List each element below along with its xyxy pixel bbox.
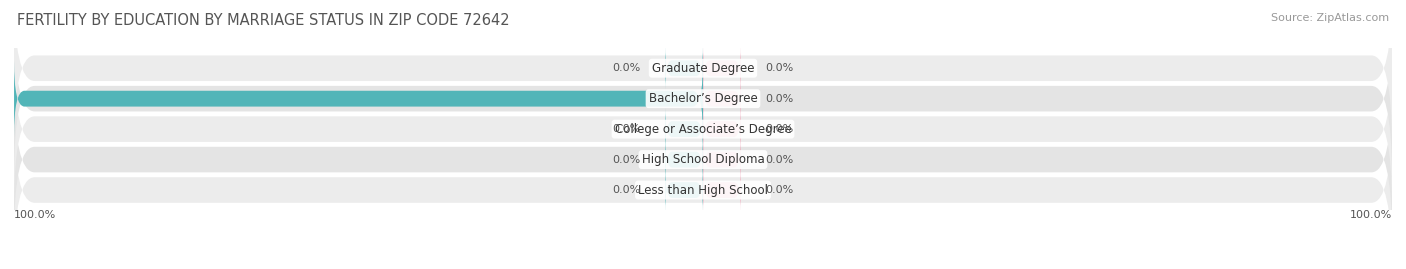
FancyBboxPatch shape — [703, 168, 741, 213]
FancyBboxPatch shape — [703, 46, 741, 91]
Text: College or Associate’s Degree: College or Associate’s Degree — [614, 123, 792, 136]
FancyBboxPatch shape — [665, 168, 703, 213]
FancyBboxPatch shape — [665, 46, 703, 91]
Text: Bachelor’s Degree: Bachelor’s Degree — [648, 92, 758, 105]
FancyBboxPatch shape — [703, 76, 741, 121]
FancyBboxPatch shape — [14, 111, 1392, 268]
FancyBboxPatch shape — [14, 0, 1392, 147]
FancyBboxPatch shape — [703, 137, 741, 182]
Text: 0.0%: 0.0% — [613, 185, 641, 195]
Text: 100.0%: 100.0% — [14, 210, 56, 220]
Text: 0.0%: 0.0% — [613, 124, 641, 134]
Text: FERTILITY BY EDUCATION BY MARRIAGE STATUS IN ZIP CODE 72642: FERTILITY BY EDUCATION BY MARRIAGE STATU… — [17, 13, 509, 29]
FancyBboxPatch shape — [14, 20, 1392, 177]
Text: 0.0%: 0.0% — [613, 155, 641, 165]
Text: 0.0%: 0.0% — [765, 185, 793, 195]
FancyBboxPatch shape — [14, 51, 1392, 208]
Text: 0.0%: 0.0% — [765, 155, 793, 165]
FancyBboxPatch shape — [703, 107, 741, 152]
FancyBboxPatch shape — [14, 81, 1392, 238]
Text: 0.0%: 0.0% — [765, 63, 793, 73]
Text: 0.0%: 0.0% — [765, 124, 793, 134]
Text: 100.0%: 100.0% — [1350, 210, 1392, 220]
Text: 0.0%: 0.0% — [765, 94, 793, 104]
Text: High School Diploma: High School Diploma — [641, 153, 765, 166]
Text: Less than High School: Less than High School — [638, 183, 768, 197]
Text: Source: ZipAtlas.com: Source: ZipAtlas.com — [1271, 13, 1389, 23]
FancyBboxPatch shape — [665, 107, 703, 152]
FancyBboxPatch shape — [665, 137, 703, 182]
Text: 0.0%: 0.0% — [613, 63, 641, 73]
Text: Graduate Degree: Graduate Degree — [652, 62, 754, 75]
FancyBboxPatch shape — [14, 61, 703, 136]
